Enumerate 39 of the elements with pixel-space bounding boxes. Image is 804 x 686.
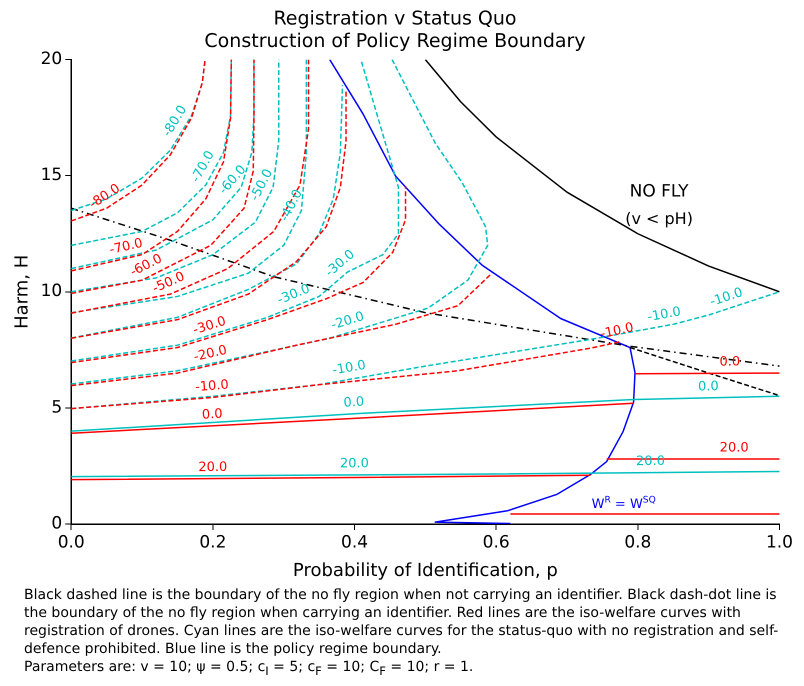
y-tick-label: 0	[51, 513, 62, 534]
annotation: 0.0	[698, 379, 719, 395]
annotation: (v < pH)	[625, 208, 693, 228]
y-tick-label: 10	[40, 281, 62, 302]
y-tick-label: 20	[40, 49, 62, 70]
x-tick-label: 1.0	[766, 532, 794, 553]
annotation: 20.0	[340, 456, 369, 472]
x-tick-label: 0.8	[624, 532, 652, 553]
annotation: -20.0	[192, 342, 228, 366]
annotation: 0.0	[202, 406, 224, 423]
annotation: -70.0	[188, 148, 218, 186]
annotation: 20.0	[198, 460, 228, 476]
chart-title: Registration v Status Quo	[273, 7, 517, 30]
annotation: -80.0	[86, 181, 123, 212]
annotation: -40.0	[277, 187, 306, 224]
annotation: -10.0	[708, 285, 745, 310]
x-tick-label: 0.4	[341, 532, 368, 553]
annotation: -10.0	[331, 358, 367, 378]
x-tick-label: 0.0	[58, 532, 85, 553]
x-tick-label: 0.6	[482, 532, 510, 553]
annotation: -10.0	[646, 304, 682, 326]
annotation: 0.0	[343, 394, 365, 411]
annotation: NO FLY	[630, 181, 690, 202]
y-tick-label: 5	[51, 397, 62, 418]
y-tick-label: 15	[40, 165, 62, 186]
x-tick-label: 0.2	[199, 532, 226, 553]
annotation: -30.0	[275, 281, 312, 308]
annotation: -30.0	[191, 314, 228, 338]
y-axis-title: Harm, H	[11, 254, 32, 329]
chart-subtitle: Construction of Policy Regime Boundary	[204, 30, 586, 52]
annotation: -50.0	[247, 166, 276, 204]
x-axis-title: Probability of Identification, p	[292, 560, 558, 581]
annotation: -20.0	[329, 309, 366, 334]
annotation: 0.0	[719, 354, 740, 370]
annotation: 20.0	[720, 440, 749, 456]
annotation: -10.0	[194, 378, 230, 396]
text: Parameters are: v = 10; ψ = 0.5; c$_{I}$ = 5; c$_{F}$ = 10; C$_{F}$ = 10; r = 1.	[24, 658, 474, 680]
text: Black dashed line is the boundary of the no fly region when not carrying an identifier. Black dash-dot line is the boundary of the no fly region when carrying an identifier. Red lines are the iso-welfare curves with registration of drones. Cyan lines are the iso-welfare curves for the status-quo with no registration and self-defence prohibited. Blue line is the policy regime boundary.	[24, 586, 780, 658]
annotation: -10.0	[599, 320, 636, 342]
